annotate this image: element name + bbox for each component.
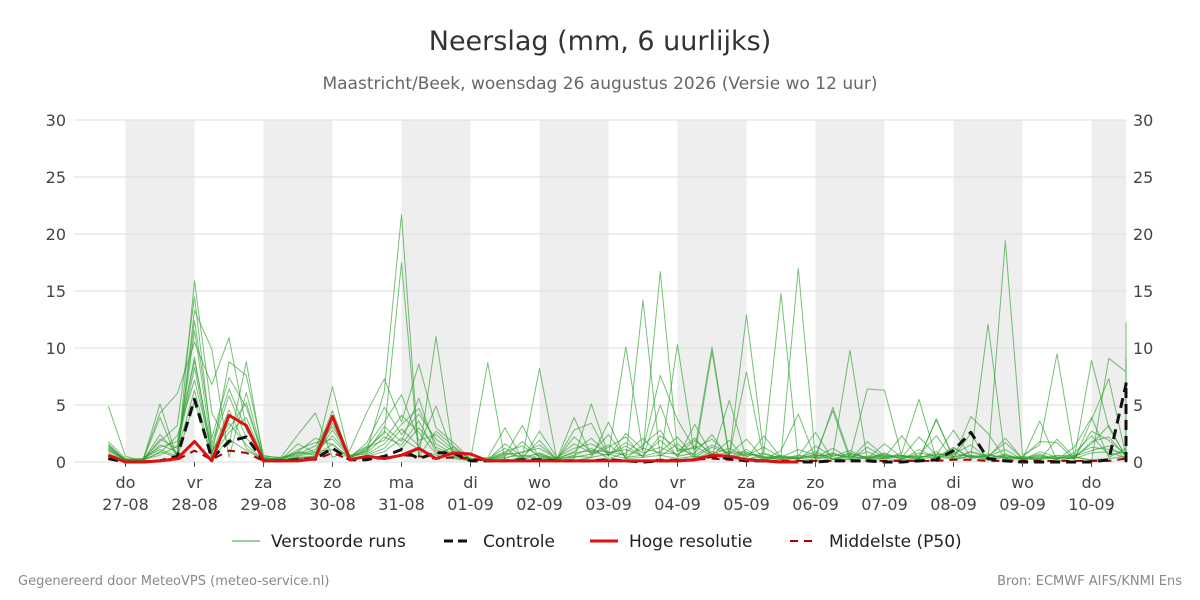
y-tick-left-5: 5 <box>56 396 66 415</box>
footer-generated-by: Gegenereerd door MeteoVPS (meteo-service… <box>18 574 329 589</box>
ensemble-run-11 <box>108 360 1127 461</box>
highres-line <box>107 413 799 464</box>
x-tick-day-10: zo <box>806 473 824 492</box>
ensemble-run-9 <box>108 296 1127 461</box>
x-tick-date-6: 02-09 <box>516 495 563 514</box>
footer-source: Bron: ECMWF AIFS/KNMI Ens <box>997 574 1182 589</box>
legend-label-control: Controle <box>483 532 555 552</box>
ensemble-series <box>107 214 1127 462</box>
x-tick-day-7: do <box>599 473 619 492</box>
x-tick-day-13: wo <box>1011 473 1034 492</box>
x-tick-day-5: di <box>463 473 478 492</box>
x-tick-date-1: 28-08 <box>171 495 218 514</box>
y-tick-left-15: 15 <box>46 282 66 301</box>
x-tick-date-0: 27-08 <box>102 495 149 514</box>
y-tick-left-25: 25 <box>46 168 66 187</box>
x-tick-day-6: wo <box>528 473 551 492</box>
chart-title: Neerslag (mm, 6 uurlijks) <box>429 26 771 57</box>
x-tick-day-1: vr <box>186 473 202 492</box>
x-tick-date-12: 08-09 <box>930 495 977 514</box>
x-tick-date-7: 03-09 <box>585 495 632 514</box>
y-tick-left-0: 0 <box>56 453 66 472</box>
x-tick-date-9: 05-09 <box>723 495 770 514</box>
x-axis: do 27-08 vr 28-08 za 29-08 zo 30-08 ma 31-08 di 01-… <box>102 462 1115 514</box>
y-tick-right-15: 15 <box>1133 282 1153 301</box>
y-tick-left-30: 30 <box>46 111 66 130</box>
y-tick-right-20: 20 <box>1133 225 1153 244</box>
x-tick-date-2: 29-08 <box>240 495 287 514</box>
y-tick-right-5: 5 <box>1133 396 1143 415</box>
x-tick-day-8: vr <box>669 473 685 492</box>
legend: Verstoorde runs Controle Hoge resolutie … <box>232 532 962 552</box>
x-tick-day-3: zo <box>323 473 341 492</box>
x-tick-day-0: do <box>116 473 136 492</box>
chart-subtitle: Maastricht/Beek, woensdag 26 augustus 20… <box>322 74 877 94</box>
legend-label-highres: Hoge resolutie <box>629 532 753 552</box>
x-tick-date-14: 10-09 <box>1068 495 1115 514</box>
legend-label-median: Middelste (P50) <box>829 532 962 552</box>
x-tick-day-14: do <box>1082 473 1102 492</box>
x-tick-date-11: 07-09 <box>861 495 908 514</box>
legend-label-ensemble: Verstoorde runs <box>271 532 406 552</box>
x-tick-date-8: 04-09 <box>654 495 701 514</box>
y-tick-right-0: 0 <box>1133 453 1143 472</box>
x-tick-day-12: di <box>946 473 961 492</box>
x-tick-date-13: 09-09 <box>999 495 1046 514</box>
y-tick-left-10: 10 <box>46 339 66 358</box>
ensemble-run-4 <box>108 330 1127 462</box>
x-tick-date-10: 06-09 <box>792 495 839 514</box>
y-axis-right: 0 5 10 15 20 25 30 <box>1133 111 1153 472</box>
main-series <box>107 380 1128 464</box>
y-axis-left: 0 5 10 15 20 25 30 <box>46 111 66 472</box>
x-tick-day-11: ma <box>872 473 897 492</box>
ensemble-run-7 <box>107 356 1127 462</box>
y-tick-right-10: 10 <box>1133 339 1153 358</box>
ensemble-run-10 <box>108 399 1127 462</box>
ensemble-run-8 <box>108 320 1127 462</box>
y-tick-right-25: 25 <box>1133 168 1153 187</box>
x-tick-date-3: 30-08 <box>309 495 356 514</box>
x-tick-day-9: za <box>737 473 755 492</box>
x-tick-date-4: 31-08 <box>378 495 425 514</box>
x-tick-day-4: ma <box>389 473 414 492</box>
y-tick-left-20: 20 <box>46 225 66 244</box>
x-tick-date-5: 01-09 <box>447 495 494 514</box>
x-tick-day-2: za <box>254 473 272 492</box>
y-tick-right-30: 30 <box>1133 111 1153 130</box>
